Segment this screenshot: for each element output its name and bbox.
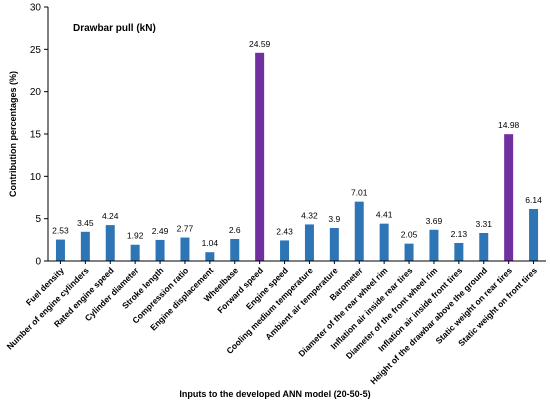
bar-value-label: 6.14 xyxy=(525,195,542,205)
bar-value-label: 2.49 xyxy=(152,226,169,236)
bar xyxy=(155,239,165,261)
bar-value-label: 7.01 xyxy=(351,188,368,198)
y-tick-label: 20 xyxy=(30,87,42,98)
bar-value-label: 3.31 xyxy=(475,219,492,229)
x-axis-title: Inputs to the developed ANN model (20-50… xyxy=(179,389,370,399)
bar xyxy=(504,134,514,261)
value-labels: 2.53 3.45 4.24 1.92 2.49 2.77 1.04 2.6 24.59 2.43… xyxy=(52,39,542,248)
bar xyxy=(529,209,539,261)
bar xyxy=(404,243,414,261)
bar-value-label: 4.24 xyxy=(102,211,119,221)
bar-value-label: 1.04 xyxy=(202,238,219,248)
bar xyxy=(105,225,115,261)
bar-value-label: 4.41 xyxy=(376,210,393,220)
chart-title: Drawbar pull (kN) xyxy=(73,23,156,34)
bar xyxy=(429,229,439,261)
bar xyxy=(354,201,364,261)
bar xyxy=(304,224,314,261)
bar xyxy=(255,52,265,261)
bar xyxy=(80,231,90,261)
bar-value-label: 2.13 xyxy=(451,229,468,239)
bar-value-label: 1.92 xyxy=(127,231,144,241)
bar xyxy=(130,244,140,261)
bar xyxy=(180,237,190,261)
bar-value-label: 3.45 xyxy=(77,218,94,228)
bar xyxy=(280,240,290,261)
y-tick-label: 15 xyxy=(30,130,42,141)
bars xyxy=(55,52,539,261)
bar-value-label: 2.6 xyxy=(229,225,241,235)
bar-value-label: 24.59 xyxy=(249,39,271,49)
bar xyxy=(55,239,65,261)
bar xyxy=(454,242,464,261)
bar-value-label: 3.69 xyxy=(426,216,443,226)
bar-value-label: 14.98 xyxy=(498,120,520,130)
y-axis-title: Contribution percentages (%) xyxy=(8,71,18,197)
y-tick-label: 25 xyxy=(30,45,42,56)
bar xyxy=(479,232,489,261)
bar-value-label: 3.9 xyxy=(328,214,340,224)
bar-value-label: 2.43 xyxy=(276,226,293,236)
y-tick-label: 5 xyxy=(35,214,41,225)
category-label: Diameter of the front wheel rim xyxy=(344,265,440,361)
bar-value-label: 2.05 xyxy=(401,230,418,240)
y-tick-label: 0 xyxy=(35,257,41,268)
bar xyxy=(379,223,389,261)
bar xyxy=(230,238,240,261)
bar-value-label: 2.77 xyxy=(177,224,194,234)
bar xyxy=(205,252,215,261)
y-tick-label: 30 xyxy=(30,3,42,14)
y-axis-ticks: 0 5 10 15 20 25 30 xyxy=(30,3,48,268)
bar-value-label: 2.53 xyxy=(52,226,69,236)
y-tick-label: 10 xyxy=(30,172,42,183)
bar xyxy=(329,227,339,261)
bar-value-label: 4.32 xyxy=(301,210,318,220)
